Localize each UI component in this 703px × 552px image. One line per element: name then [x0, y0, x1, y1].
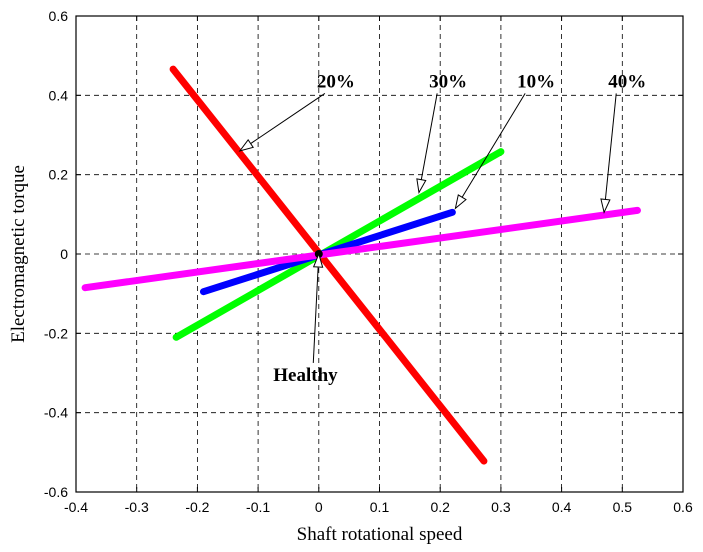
x-tick-label: -0.1: [246, 499, 270, 515]
annotation-arrowhead: [454, 194, 467, 210]
series-line-1: [169, 65, 488, 465]
y-tick-label: 0: [60, 246, 68, 262]
annotation-label: 40%: [608, 71, 646, 92]
x-tick-label: 0.4: [552, 499, 572, 515]
annotation-arrow: [418, 93, 438, 193]
y-tick-labels: -0.6 -0.4 -0.2 0 0.2 0.4 0.6: [44, 8, 683, 500]
y-tick-label: -0.2: [44, 325, 68, 341]
x-tick-label: 0: [315, 499, 323, 515]
y-tick-label: 0.2: [49, 167, 69, 183]
annotation-arrow: [603, 93, 617, 213]
annotation-arrowhead: [600, 198, 611, 214]
x-tick-label: -0.2: [185, 499, 209, 515]
annotation-arrowhead: [312, 252, 324, 268]
series-group: [81, 65, 641, 465]
y-axis-title: Electromagnetic torque: [8, 165, 29, 343]
y-tick-label: -0.4: [44, 405, 68, 421]
x-axis-title: Shaft rotational speed: [297, 524, 463, 545]
x-tick-label: 0.1: [370, 499, 390, 515]
x-tick-label: -0.4: [64, 499, 88, 515]
annotation-arrow: [454, 93, 526, 209]
annotation-label: 10%: [517, 71, 555, 92]
annotation-label: 30%: [429, 71, 467, 92]
series-line-4: [81, 206, 641, 292]
x-tick-label: 0.5: [613, 499, 633, 515]
annotation-arrow: [239, 92, 326, 152]
annotation-arrowhead: [416, 178, 427, 195]
annotations-group: 20% 30% 10% 40% Healthy: [238, 71, 646, 386]
x-tick-label: 0.2: [430, 499, 450, 515]
annotation-label: 20%: [317, 71, 355, 92]
series-line-2: [172, 148, 505, 341]
annotation-arrow: [312, 253, 320, 363]
x-tick-label: -0.3: [125, 499, 149, 515]
annotation-arrowhead: [238, 138, 254, 152]
x-tick-labels: -0.4 -0.3 -0.2 -0.1 0 0.1 0.2 0.3 0.4 0.5 0.6: [64, 16, 693, 515]
x-tick-label: 0.3: [491, 499, 511, 515]
y-tick-label: 0.6: [49, 8, 69, 24]
annotation-label: Healthy: [273, 365, 338, 386]
y-tick-label: -0.6: [44, 484, 68, 500]
x-tick-label: 0.6: [673, 499, 693, 515]
y-tick-label: 0.4: [49, 87, 69, 103]
